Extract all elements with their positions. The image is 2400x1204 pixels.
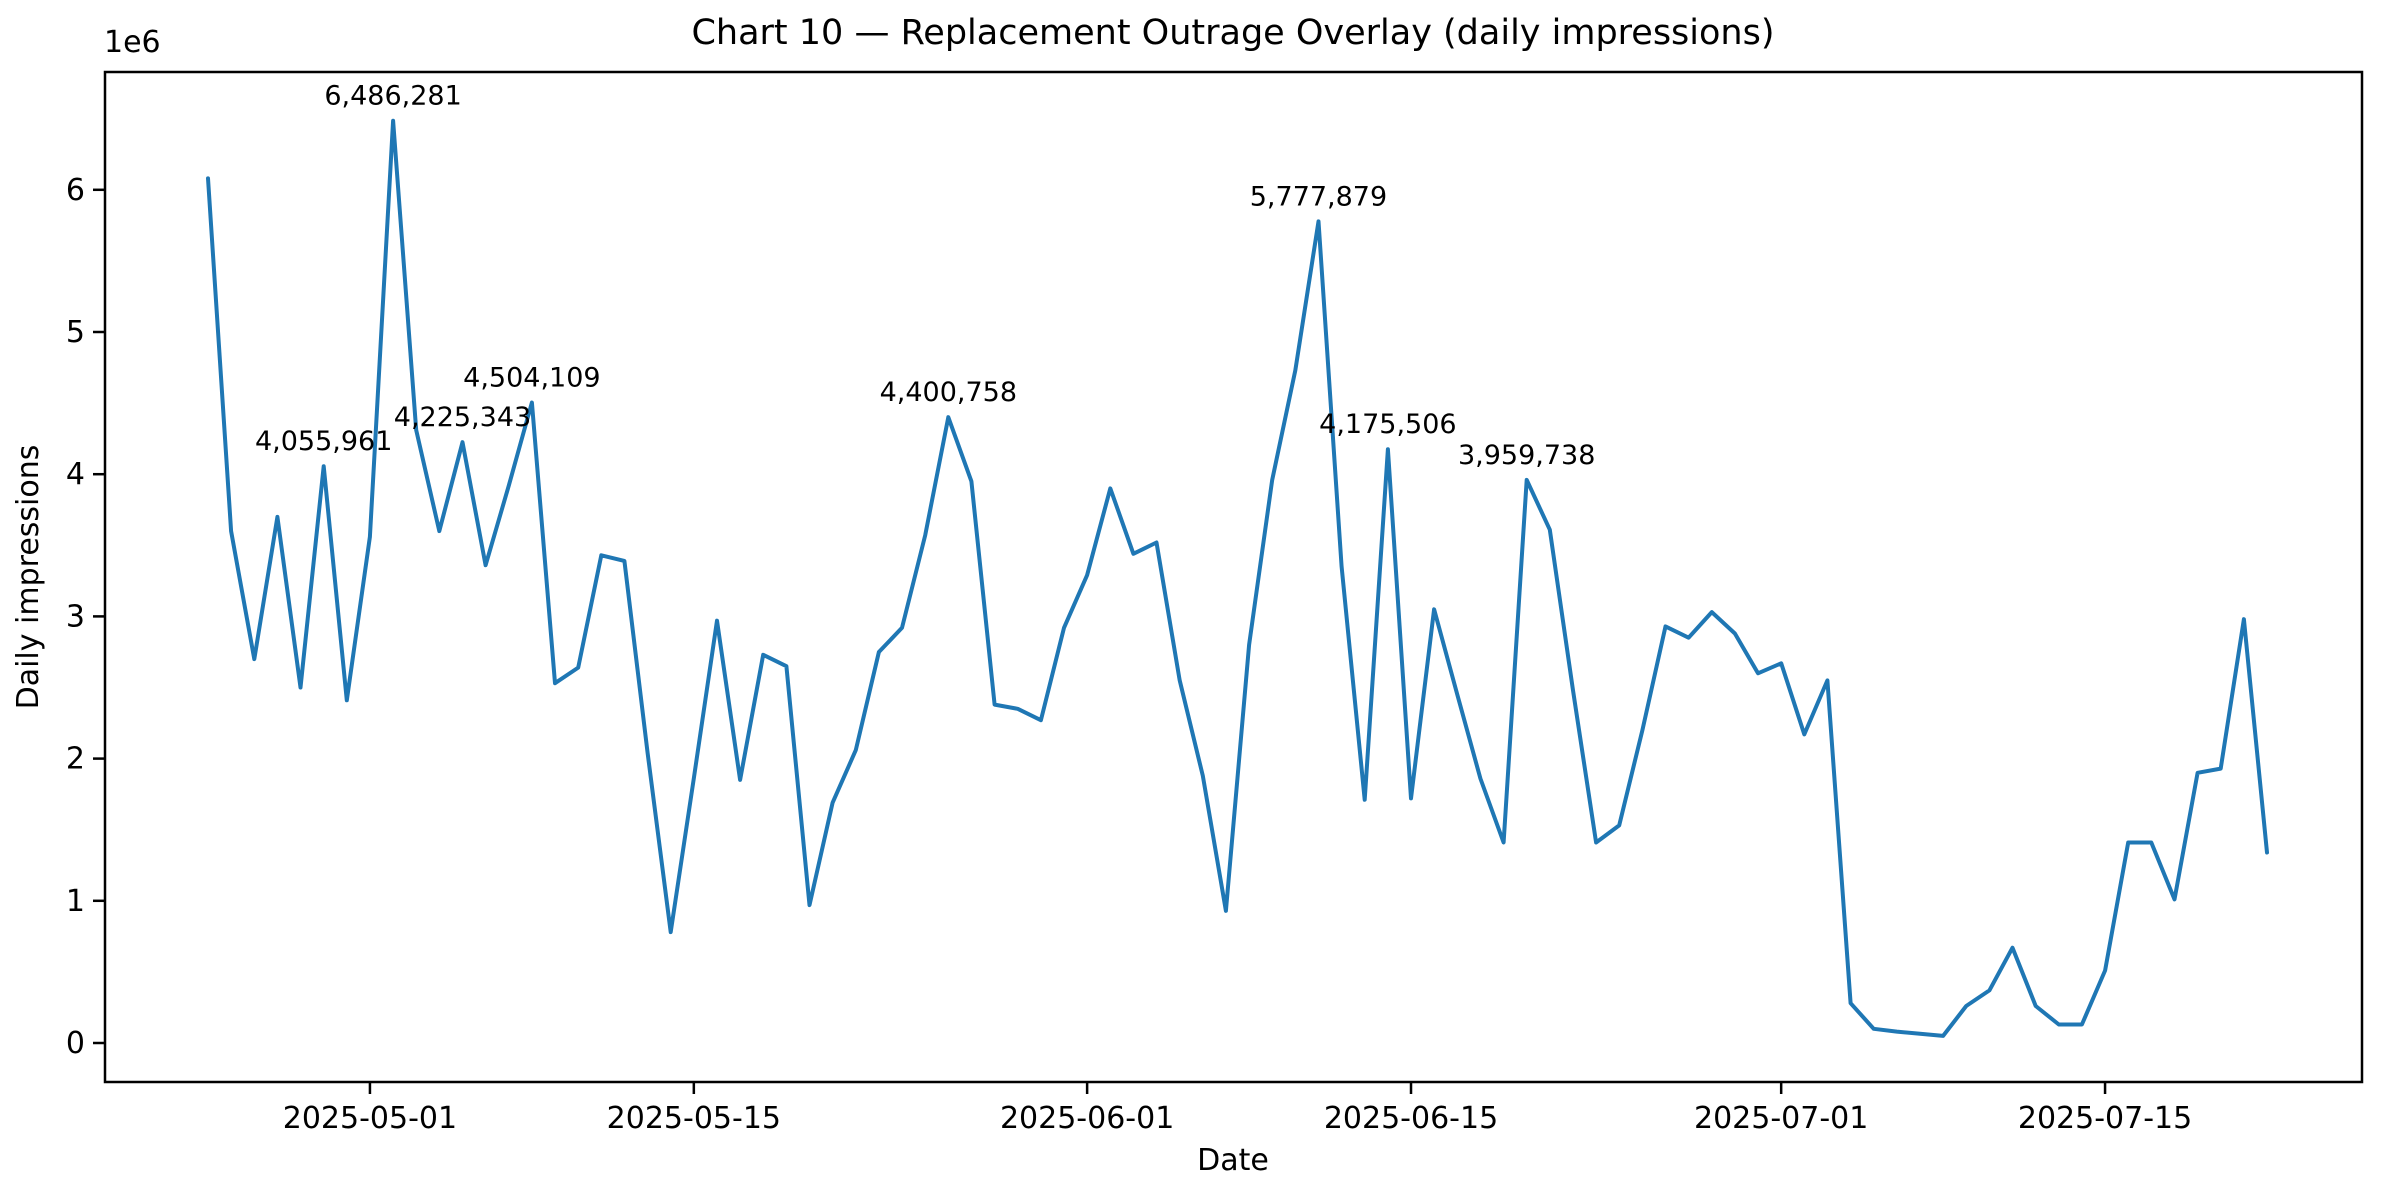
x-tick-label: 2025-07-01 — [1694, 1101, 1868, 1136]
peak-annotation-label: 3,959,738 — [1458, 440, 1595, 471]
peak-annotation-label: 4,504,109 — [463, 363, 600, 394]
chart-title: Chart 10 — Replacement Outrage Overlay (… — [691, 13, 1774, 53]
peak-annotation-label: 4,175,506 — [1319, 409, 1456, 440]
y-tick-label: 5 — [66, 315, 85, 350]
peak-annotations: 4,055,961 6,486,281 4,225,343 4,504,109 4,40… — [255, 81, 1595, 471]
impressions-line — [206, 118, 2269, 1038]
x-axis-label: Date — [1197, 1143, 1269, 1178]
y-axis-offset-label: 1e6 — [104, 25, 161, 60]
x-tick-label: 2025-06-15 — [1324, 1101, 1498, 1136]
y-tick-label: 1 — [66, 884, 85, 919]
y-axis-label: Daily impressions — [11, 445, 46, 710]
x-axis-ticks: 2025-05-01 2025-05-15 2025-06-01 2025-06-15… — [283, 1082, 2192, 1136]
y-tick-label: 4 — [66, 457, 85, 492]
y-tick-label: 3 — [66, 599, 85, 634]
peak-annotation-label: 4,055,961 — [255, 426, 392, 457]
peak-annotation-label: 5,777,879 — [1250, 181, 1387, 212]
plot-frame — [103, 70, 2364, 1084]
y-tick-label: 0 — [66, 1026, 85, 1061]
x-tick-label: 2025-05-15 — [607, 1101, 781, 1136]
y-tick-label: 6 — [66, 173, 85, 208]
axes-spines — [103, 70, 2364, 1084]
data-series-line — [206, 118, 2269, 1038]
x-tick-label: 2025-05-01 — [283, 1101, 457, 1136]
x-tick-label: 2025-07-15 — [2018, 1101, 2192, 1136]
y-axis-ticks: 0 1 2 3 4 5 6 — [66, 173, 105, 1061]
peak-annotation-label: 4,400,758 — [880, 377, 1017, 408]
y-tick-label: 2 — [66, 742, 85, 777]
peak-annotation-label: 6,486,281 — [324, 81, 461, 112]
x-tick-label: 2025-06-01 — [1000, 1101, 1174, 1136]
peak-annotation-label: 4,225,343 — [394, 402, 531, 433]
